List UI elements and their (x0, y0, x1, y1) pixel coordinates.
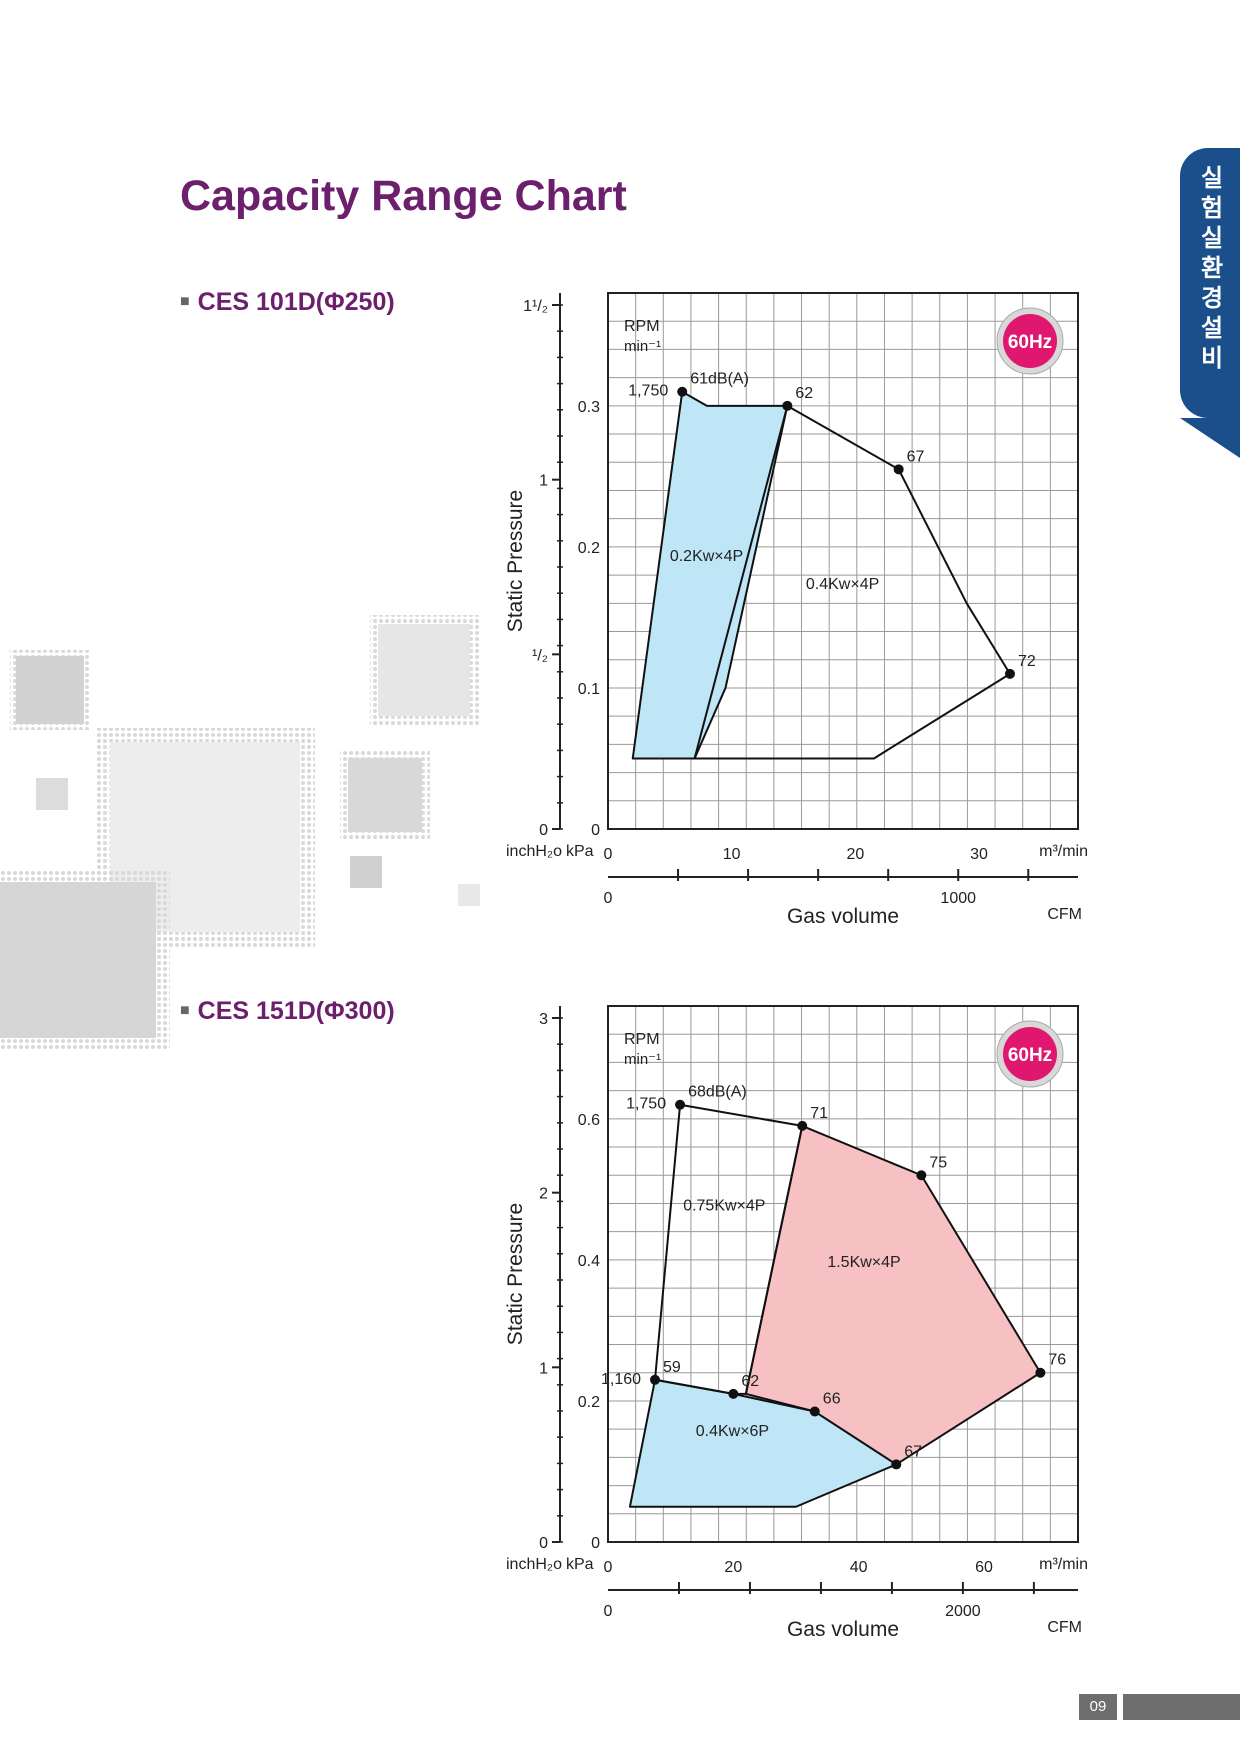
y-axis-label: Static Pressure (504, 1203, 527, 1345)
kpa-tick-label: 0 (591, 822, 600, 839)
page-title: Capacity Range Chart (180, 172, 627, 220)
rpm-label: RPM (624, 1031, 660, 1048)
hz-badge-label: 60Hz (1008, 332, 1052, 353)
inch-tick-label: 0 (539, 822, 548, 839)
region-label: 0.4Kw×4P (806, 576, 879, 593)
rpm-unit-label: min⁻¹ (624, 1051, 661, 1068)
kpa-tick-label: 0.1 (578, 681, 600, 698)
side-category-tab[interactable]: 실험실 환경설비 (1180, 148, 1240, 458)
kpa-tick-label: 0.4 (578, 1253, 600, 1270)
rpm-label: RPM (624, 318, 660, 335)
cfm-tick-label: 1000 (940, 890, 976, 907)
data-point-label: 68dB(A) (688, 1084, 747, 1101)
x-tick-label: 0 (604, 1559, 613, 1576)
kpa-tick-label: 0.2 (578, 540, 600, 557)
rpm-value-label: 1,750 (626, 1096, 666, 1113)
data-point (650, 1374, 660, 1385)
inch-tick-label: 3 (539, 1011, 548, 1028)
inch-tick-label: 0 (539, 1535, 548, 1552)
hz-badge (1003, 1027, 1057, 1081)
data-point-label: 75 (929, 1154, 947, 1171)
kpa-unit-label: kPa (566, 1556, 594, 1573)
cfm-tick-label: 0 (604, 890, 613, 907)
kpa-tick-label: 0.3 (578, 399, 600, 416)
x-tick-label: 10 (723, 846, 741, 863)
data-point-label: 67 (907, 448, 925, 465)
data-point-label: 59 (663, 1359, 681, 1376)
data-point (675, 1099, 686, 1110)
plot-frame (607, 1005, 1079, 1543)
y-axis-label: Static Pressure (504, 490, 527, 632)
x-axis-label: Gas volume (787, 905, 899, 925)
data-point (893, 464, 904, 475)
x-unit-label: m³/min (1039, 843, 1088, 860)
x-unit-label: m³/min (1039, 1556, 1088, 1573)
kpa-tick-label: 0 (591, 1535, 600, 1552)
x-tick-label: 20 (846, 846, 864, 863)
page-number-bar (1123, 1694, 1240, 1720)
inch-tick-label: 1 (539, 1360, 548, 1377)
cfm-tick-label: 2000 (945, 1603, 981, 1620)
page-number: 09 (1079, 1694, 1117, 1720)
bullet-icon: ■ (180, 1002, 190, 1019)
data-point-label: 62 (795, 385, 813, 402)
side-tab-corner (1180, 418, 1240, 458)
data-point-label: 62 (741, 1373, 759, 1390)
chart-ces-151d: 0.4Kw×6P 1.5Kw×4P 0.75Kw×4P 68dB(A) 1,750 71 7… (504, 1005, 1088, 1638)
capacity-region (654, 1103, 804, 1395)
plot-frame (607, 292, 1079, 830)
data-point (728, 1388, 739, 1399)
region-label: 0.4Kw×6P (696, 1423, 769, 1440)
side-tab-label: 실험실 환경설비 (1200, 165, 1224, 372)
x-tick-label: 30 (970, 846, 988, 863)
data-point-label: 61dB(A) (690, 371, 749, 388)
inch-tick-label: 1¹/₂ (523, 298, 548, 315)
region-label: 0.2Kw×4P (670, 548, 743, 565)
data-point-label: 66 (823, 1391, 841, 1408)
inch-tick-label: ¹/₂ (532, 647, 548, 664)
data-point (1035, 1367, 1046, 1378)
x-tick-label: 60 (975, 1559, 993, 1576)
data-point (916, 1170, 927, 1181)
data-point (782, 400, 793, 411)
data-point (1004, 668, 1015, 679)
x-tick-label: 40 (850, 1559, 868, 1576)
decorative-squares (0, 615, 480, 1050)
hz-badge (1003, 314, 1057, 368)
data-point (797, 1120, 808, 1131)
cfm-unit-label: CFM (1047, 906, 1082, 923)
inch-tick-label: 2 (539, 1186, 548, 1203)
inch-tick-label: 1 (539, 473, 548, 490)
rpm-unit-label: min⁻¹ (624, 338, 661, 355)
kpa-tick-label: 0.2 (578, 1394, 600, 1411)
kpa-tick-label: 0.6 (578, 1112, 600, 1129)
chart-2-label: ■ CES 151D(Φ300) (180, 997, 395, 1026)
x-tick-label: 20 (724, 1559, 742, 1576)
data-point-label: 72 (1018, 653, 1036, 670)
rpm-value-label: 1,160 (601, 1371, 641, 1388)
bullet-icon: ■ (180, 293, 190, 310)
rpm-value-label: 1,750 (628, 383, 668, 400)
x-tick-label: 0 (604, 846, 613, 863)
inch-unit-label: inchH₂o (506, 1556, 562, 1573)
chart-1-label: ■ CES 101D(Φ250) (180, 288, 395, 317)
chart-1-label-text: CES 101D(Φ250) (197, 288, 395, 316)
x-axis-label: Gas volume (787, 1618, 899, 1638)
chart-ces-101d: 0.2Kw×4P 0.4Kw×4P 61dB(A) 1,750 62 67 72 RPM min… (504, 292, 1088, 925)
region-label: 1.5Kw×4P (827, 1254, 900, 1271)
data-point (809, 1406, 820, 1417)
data-point-label: 67 (904, 1443, 922, 1460)
data-point-label: 71 (810, 1105, 828, 1122)
hz-badge-label: 60Hz (1008, 1045, 1052, 1066)
data-point-label: 76 (1048, 1352, 1066, 1369)
cfm-unit-label: CFM (1047, 1619, 1082, 1636)
region-label: 0.75Kw×4P (683, 1198, 765, 1215)
chart-2-label-text: CES 151D(Φ300) (197, 997, 395, 1025)
cfm-tick-label: 0 (604, 1603, 613, 1620)
kpa-unit-label: kPa (566, 843, 594, 860)
data-point (891, 1459, 902, 1470)
inch-unit-label: inchH₂o (506, 843, 562, 860)
data-point (677, 386, 688, 397)
